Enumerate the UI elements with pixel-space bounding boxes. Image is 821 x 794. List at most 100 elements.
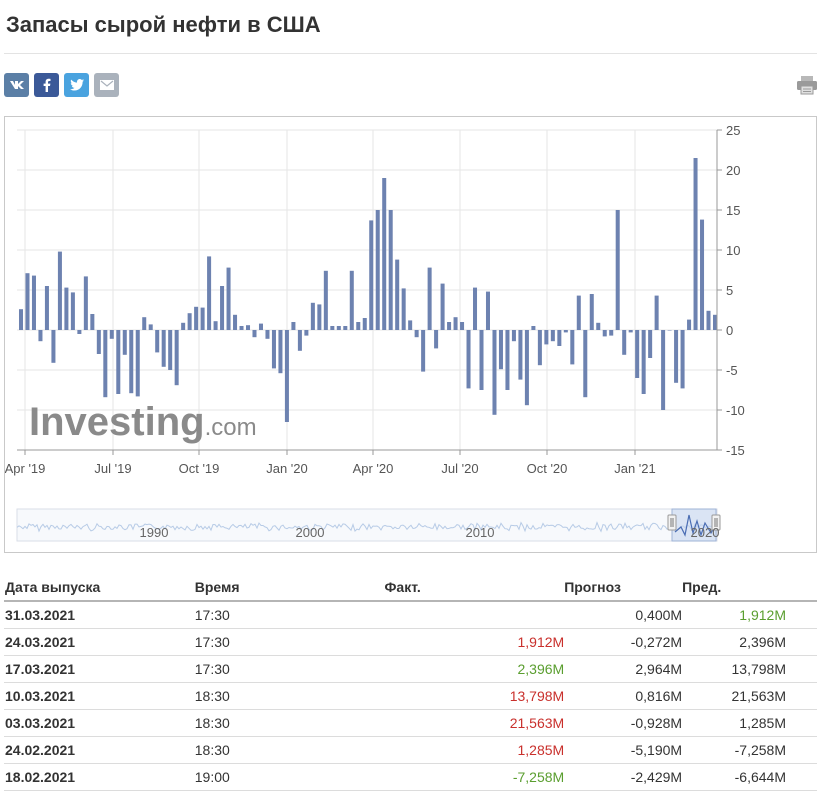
bar[interactable]	[473, 287, 478, 330]
navigator-selection[interactable]	[671, 508, 717, 542]
bar[interactable]	[453, 317, 458, 330]
bar[interactable]	[479, 330, 484, 390]
bar[interactable]	[596, 322, 601, 330]
bar[interactable]	[330, 326, 335, 330]
bar[interactable]	[576, 295, 581, 330]
bar[interactable]	[200, 307, 205, 330]
bar[interactable]	[116, 330, 121, 394]
bar[interactable]	[680, 330, 685, 389]
bar[interactable]	[38, 330, 43, 342]
bar[interactable]	[414, 330, 419, 338]
bar[interactable]	[505, 330, 510, 390]
bar[interactable]	[57, 251, 62, 330]
bar[interactable]	[304, 330, 309, 336]
bar[interactable]	[148, 324, 153, 330]
bar[interactable]	[375, 210, 380, 330]
header-actual[interactable]: Факт.	[384, 574, 565, 602]
bar[interactable]	[103, 330, 108, 398]
bar[interactable]	[369, 220, 374, 330]
navigator-left-handle[interactable]	[667, 514, 677, 531]
bar[interactable]	[609, 330, 614, 336]
bar[interactable]	[278, 330, 283, 374]
vk-share-button[interactable]	[4, 73, 29, 97]
chart-navigator[interactable]: 1990 2000 2010 2020	[16, 508, 721, 542]
bar[interactable]	[323, 270, 328, 330]
bar[interactable]	[291, 322, 296, 330]
bar[interactable]	[602, 330, 607, 337]
bar[interactable]	[77, 330, 82, 334]
bar[interactable]	[712, 314, 718, 330]
bar[interactable]	[356, 322, 361, 330]
bar[interactable]	[511, 330, 516, 342]
bar[interactable]	[667, 330, 672, 331]
bar[interactable]	[265, 330, 270, 339]
bar[interactable]	[51, 330, 56, 363]
bar[interactable]	[641, 330, 646, 394]
bar[interactable]	[317, 304, 322, 330]
bar[interactable]	[207, 256, 212, 330]
bar[interactable]	[44, 286, 49, 330]
bar[interactable]	[622, 330, 627, 355]
bar[interactable]	[447, 322, 452, 330]
bar[interactable]	[466, 330, 471, 389]
bar[interactable]	[135, 330, 140, 397]
bar[interactable]	[395, 259, 400, 330]
bar[interactable]	[687, 319, 692, 330]
printer-icon[interactable]	[796, 75, 818, 95]
bar[interactable]	[246, 325, 251, 330]
bar[interactable]	[129, 330, 134, 394]
bar[interactable]	[122, 330, 127, 355]
bar[interactable]	[421, 330, 426, 372]
bar[interactable]	[284, 330, 289, 422]
bar[interactable]	[187, 313, 192, 330]
bar[interactable]	[485, 291, 490, 330]
bar[interactable]	[550, 330, 555, 342]
bar[interactable]	[648, 330, 653, 358]
bar[interactable]	[460, 322, 465, 330]
bar[interactable]	[492, 330, 497, 415]
twitter-share-button[interactable]	[64, 73, 89, 97]
bar[interactable]	[64, 287, 69, 330]
bar[interactable]	[142, 317, 147, 330]
bar[interactable]	[96, 330, 101, 354]
bar[interactable]	[700, 219, 705, 330]
bar[interactable]	[109, 330, 114, 339]
bar[interactable]	[213, 321, 218, 330]
bar[interactable]	[181, 322, 186, 330]
bar[interactable]	[18, 309, 24, 330]
bar[interactable]	[427, 267, 432, 330]
bar[interactable]	[388, 210, 393, 330]
bar[interactable]	[336, 326, 341, 330]
facebook-share-button[interactable]	[34, 73, 59, 97]
bar[interactable]	[252, 330, 257, 338]
bar[interactable]	[661, 330, 666, 410]
bar[interactable]	[570, 330, 575, 365]
bar[interactable]	[297, 330, 302, 351]
bar[interactable]	[258, 323, 263, 330]
bar[interactable]	[349, 270, 354, 330]
bar[interactable]	[518, 330, 523, 380]
header-forecast[interactable]: Прогноз	[564, 574, 683, 602]
bar[interactable]	[194, 306, 199, 330]
bar[interactable]	[440, 283, 445, 330]
bar[interactable]	[635, 330, 640, 378]
bar[interactable]	[168, 330, 173, 370]
bar[interactable]	[706, 310, 711, 330]
bar[interactable]	[563, 330, 568, 333]
bar[interactable]	[583, 330, 588, 398]
bar[interactable]	[434, 330, 439, 349]
bar[interactable]	[524, 330, 529, 406]
bar[interactable]	[239, 326, 244, 330]
bar[interactable]	[174, 330, 179, 386]
bar[interactable]	[654, 295, 659, 330]
bar[interactable]	[589, 294, 594, 330]
bar[interactable]	[25, 273, 30, 330]
bar[interactable]	[531, 326, 536, 330]
header-date[interactable]: Дата выпуска	[4, 574, 195, 602]
bar[interactable]	[674, 330, 679, 383]
bar[interactable]	[226, 267, 231, 330]
email-share-button[interactable]	[94, 73, 119, 97]
navigator-right-handle[interactable]	[711, 514, 721, 531]
bar[interactable]	[271, 330, 276, 369]
bar[interactable]	[615, 210, 620, 330]
